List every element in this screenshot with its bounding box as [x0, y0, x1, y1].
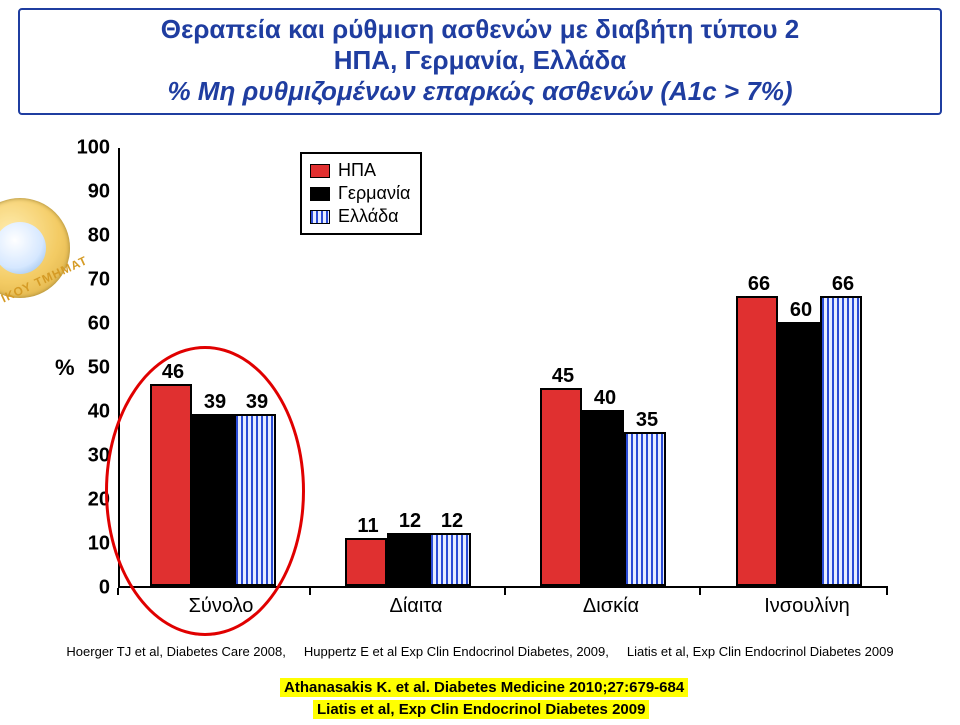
x-axis-ticks — [118, 588, 888, 596]
bar-germany: 60 — [778, 322, 820, 586]
footnote-highlight-1: Athanasakis K. et al. Diabetes Medicine … — [280, 678, 688, 697]
bar-greece: 35 — [624, 432, 666, 586]
bar-germany: 12 — [387, 533, 429, 586]
legend-label: Γερμανία — [338, 183, 410, 204]
bar-germany: 40 — [582, 410, 624, 586]
legend-item: Ελλάδα — [310, 206, 410, 227]
y-tick: 60 — [62, 313, 110, 336]
bar-usa: 11 — [345, 538, 387, 586]
legend-item: Γερμανία — [310, 183, 410, 204]
y-tick: 90 — [62, 181, 110, 204]
title-line-1: Θεραπεία και ρύθμιση ασθενών με διαβήτη … — [28, 14, 932, 45]
y-tick: 40 — [62, 401, 110, 424]
bar-value: 40 — [584, 387, 626, 410]
y-tick: 100 — [62, 137, 110, 160]
reference-right: Liatis et al, Exp Clin Endocrinol Diabet… — [627, 644, 894, 659]
bar-greece: 39 — [234, 414, 276, 586]
bar-value: 46 — [152, 361, 194, 384]
reference-left: Hoerger TJ et al, Diabetes Care 2008, — [66, 644, 285, 659]
footnote-highlight-2: Liatis et al, Exp Clin Endocrinol Diabet… — [313, 700, 649, 719]
reference-mid: Huppertz E et al Exp Clin Endocrinol Dia… — [304, 644, 609, 659]
legend: ΗΠΑ Γερμανία Ελλάδα — [300, 152, 422, 235]
bar-chart: % 0 10 20 30 40 50 60 70 80 90 100 ΗΠΑ Γ… — [60, 148, 900, 628]
plot-area: ΗΠΑ Γερμανία Ελλάδα 46 39 39 Σύνολο — [118, 148, 888, 588]
bar-germany: 39 — [192, 414, 234, 586]
bar-usa: 45 — [540, 388, 582, 586]
bar-value: 66 — [822, 273, 864, 296]
legend-label: ΗΠΑ — [338, 160, 376, 181]
references-row: Hoerger TJ et al, Diabetes Care 2008, Hu… — [0, 644, 960, 659]
y-tick: 70 — [62, 269, 110, 292]
bar-value: 12 — [431, 510, 473, 533]
y-tick: 10 — [62, 533, 110, 556]
bar-value: 35 — [626, 409, 668, 432]
title-line-2: ΗΠΑ, Γερμανία, Ελλάδα — [28, 45, 932, 76]
category-label: Δίαιτα — [321, 595, 511, 618]
y-tick: 50 — [62, 357, 110, 380]
bar-value: 39 — [194, 391, 236, 414]
legend-swatch-greece — [310, 210, 330, 224]
category-label: Δισκία — [516, 595, 706, 618]
title-box: Θεραπεία και ρύθμιση ασθενών με διαβήτη … — [18, 8, 942, 115]
bar-usa: 66 — [736, 296, 778, 586]
bar-greece: 66 — [820, 296, 862, 586]
bar-value: 66 — [738, 273, 780, 296]
y-tick: 80 — [62, 225, 110, 248]
title-line-3: % Mη ρυθμιζομένων επαρκώς ασθενών (A1c >… — [28, 76, 932, 107]
legend-item: ΗΠΑ — [310, 160, 410, 181]
bar-value: 60 — [780, 299, 822, 322]
legend-swatch-germany — [310, 187, 330, 201]
bar-value: 12 — [389, 510, 431, 533]
category-label: Σύνολο — [126, 595, 316, 618]
y-tick: 30 — [62, 445, 110, 468]
bar-value: 45 — [542, 365, 584, 388]
bar-usa: 46 — [150, 384, 192, 586]
category-label: Ινσουλίνη — [712, 595, 902, 618]
y-tick: 0 — [62, 577, 110, 600]
bar-greece: 12 — [429, 533, 471, 586]
legend-label: Ελλάδα — [338, 206, 399, 227]
y-tick: 20 — [62, 489, 110, 512]
bar-value: 11 — [347, 515, 389, 538]
bar-value: 39 — [236, 391, 278, 414]
legend-swatch-usa — [310, 164, 330, 178]
